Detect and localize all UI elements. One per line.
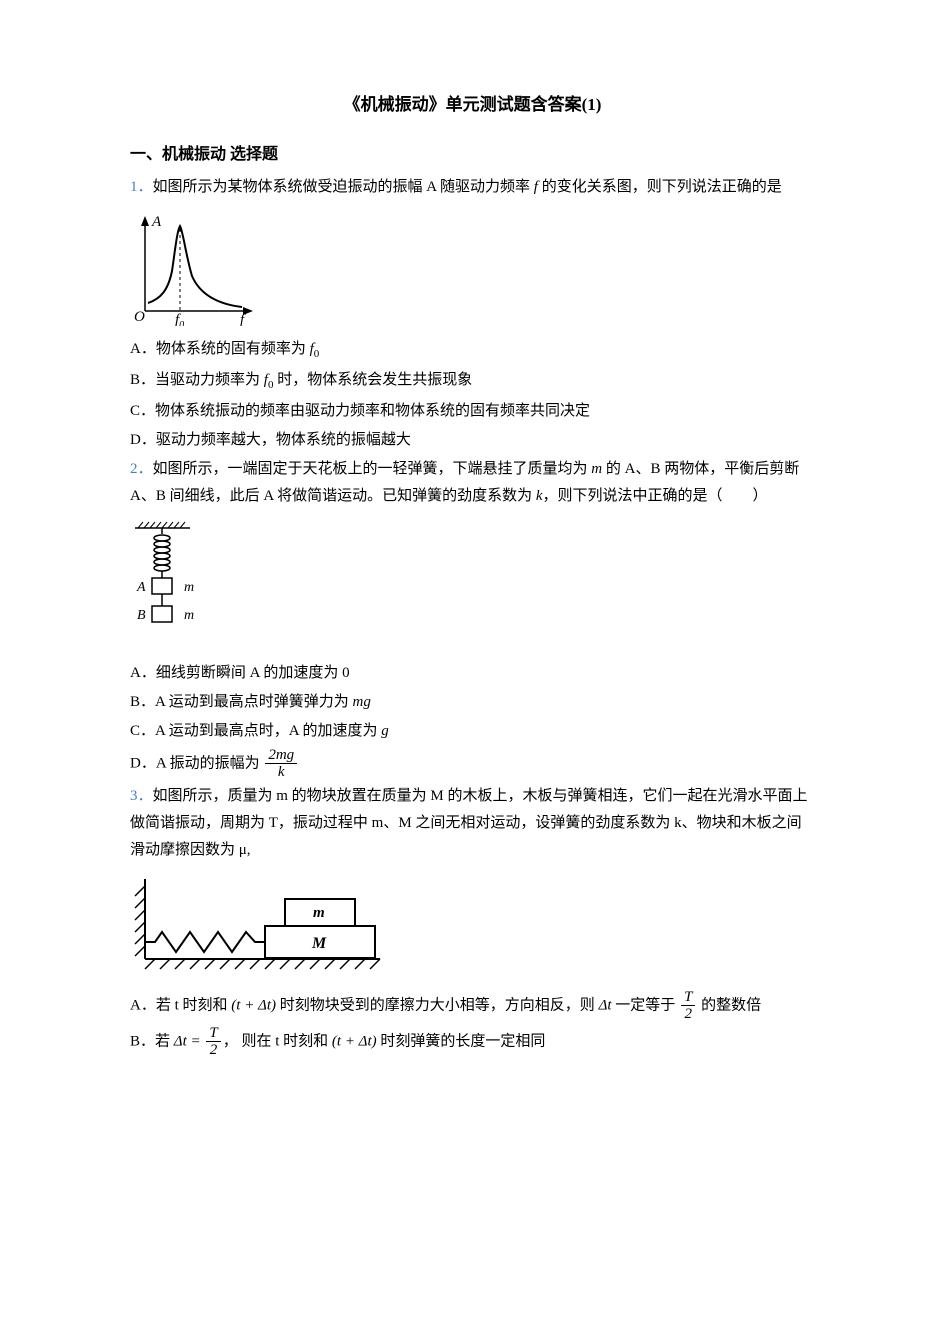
q3-option-a: A．若 t 时刻和 (t + Δt) 时刻物块受到的摩擦力大小相等，方向相反，则…	[130, 989, 815, 1023]
q3-figure: M m	[130, 874, 815, 979]
q3-opt-a-text-c: 一定等于	[612, 997, 680, 1013]
q2-opt-d-num: 2mg	[265, 747, 297, 765]
q1-figure: A O f0 f	[130, 211, 815, 326]
q3-text: 如图所示，质量为 m 的物块放置在质量为 M 的木板上，木板与弹簧相连，它们一起…	[130, 788, 808, 858]
q2-var-m: m	[591, 461, 602, 477]
q1-opt-a-0: 0	[314, 348, 320, 360]
q3-opt-b-dt: Δt	[174, 1033, 187, 1049]
q2-opt-d-text: D．A 振动的振幅为	[130, 755, 263, 771]
q1-text-b: 的变化关系图，则下列说法正确的是	[538, 179, 782, 195]
q2-fig-label-m1: m	[184, 580, 194, 595]
q2-opt-b-mg: mg	[353, 694, 371, 710]
q3-fig-label-m: m	[313, 905, 325, 921]
q2-opt-c-text: C．A 运动到最高点时，A 的加速度为	[130, 723, 381, 739]
q1-option-a: A．物体系统的固有频率为 f0	[130, 336, 815, 365]
q2-text-a: 如图所示，一端固定于天花板上的一轻弹簧，下端悬挂了质量均为	[153, 461, 592, 477]
q1-option-b: B．当驱动力频率为 f0 时，物体系统会发生共振现象	[130, 367, 815, 396]
q2-text-c: ，则下列说法中正确的是（ ）	[543, 488, 768, 504]
q3-opt-b-text-b: ， 则在 t 时刻和	[223, 1033, 332, 1049]
q3-opt-b-eq: =	[187, 1033, 205, 1049]
q1-fig-f0: f0	[175, 312, 184, 326]
q2-figure: A m B m	[130, 520, 815, 650]
q3-opt-b-tdt: (t + Δt)	[332, 1033, 377, 1049]
question-number-1: 1．	[130, 179, 153, 195]
q3-option-b: B．若 Δt = T2， 则在 t 时刻和 (t + Δt) 时刻弹簧的长度一定…	[130, 1025, 815, 1059]
page-title: 《机械振动》单元测试题含答案(1)	[130, 90, 815, 121]
q3-opt-a-text-a: A．若 t 时刻和	[130, 997, 231, 1013]
q2-opt-b-text: B．A 运动到最高点时弹簧弹力为	[130, 694, 353, 710]
q3-opt-a-frac: T2	[681, 989, 695, 1023]
q3-opt-a-tdt-1: (t + Δt)	[231, 997, 276, 1013]
q3-opt-a-den: 2	[681, 1006, 695, 1023]
q2-option-a: A．细线剪断瞬间 A 的加速度为 0	[130, 660, 815, 687]
q3-opt-a-num: T	[681, 989, 695, 1007]
q3-opt-b-text-c: 时刻弹簧的长度一定相同	[377, 1033, 546, 1049]
q2-fig-label-m2: m	[184, 608, 194, 623]
q1-fig-ylabel: A	[151, 214, 162, 230]
q3-opt-a-text-d: 的整数倍	[697, 997, 761, 1013]
q2-opt-c-g: g	[381, 723, 389, 739]
q3-fig-label-M: M	[311, 935, 327, 952]
q2-opt-d-den: k	[265, 764, 297, 781]
q3-opt-b-num: T	[206, 1025, 220, 1043]
q1-fig-origin: O	[134, 309, 145, 325]
q2-var-k: k	[536, 488, 543, 504]
question-number-2: 2．	[130, 461, 153, 477]
q2-fig-label-b: B	[137, 608, 146, 623]
q2-option-d: D．A 振动的振幅为 2mgk	[130, 747, 815, 781]
q1-text-a: 如图所示为某物体系统做受迫振动的振幅 A 随驱动力频率	[153, 179, 534, 195]
q2-opt-d-frac: 2mgk	[265, 747, 297, 781]
question-number-3: 3．	[130, 788, 153, 804]
q1-opt-a-text: A．物体系统的固有频率为	[130, 341, 310, 357]
q3-opt-b-text-a: B．若	[130, 1033, 174, 1049]
q3-opt-b-frac: T2	[206, 1025, 220, 1059]
q2-fig-label-a: A	[136, 580, 146, 595]
q1-opt-b-text-a: B．当驱动力频率为	[130, 372, 264, 388]
q1-opt-b-text-b: 时，物体系统会发生共振现象	[273, 372, 472, 388]
section-heading: 一、机械振动 选择题	[130, 141, 815, 170]
question-3: 3．如图所示，质量为 m 的物块放置在质量为 M 的木板上，木板与弹簧相连，它们…	[130, 783, 815, 864]
q3-opt-a-text-b: 时刻物块受到的摩擦力大小相等，方向相反，则	[276, 997, 599, 1013]
q1-option-c: C．物体系统振动的频率由驱动力频率和物体系统的固有频率共同决定	[130, 398, 815, 425]
question-1: 1．如图所示为某物体系统做受迫振动的振幅 A 随驱动力频率 f 的变化关系图，则…	[130, 174, 815, 201]
q3-opt-b-den: 2	[206, 1042, 220, 1059]
q2-option-b: B．A 运动到最高点时弹簧弹力为 mg	[130, 689, 815, 716]
question-2: 2．如图所示，一端固定于天花板上的一轻弹簧，下端悬挂了质量均为 m 的 A、B …	[130, 456, 815, 510]
q1-option-d: D．驱动力频率越大，物体系统的振幅越大	[130, 427, 815, 454]
q2-option-c: C．A 运动到最高点时，A 的加速度为 g	[130, 718, 815, 745]
q3-opt-a-dt: Δt	[599, 997, 612, 1013]
